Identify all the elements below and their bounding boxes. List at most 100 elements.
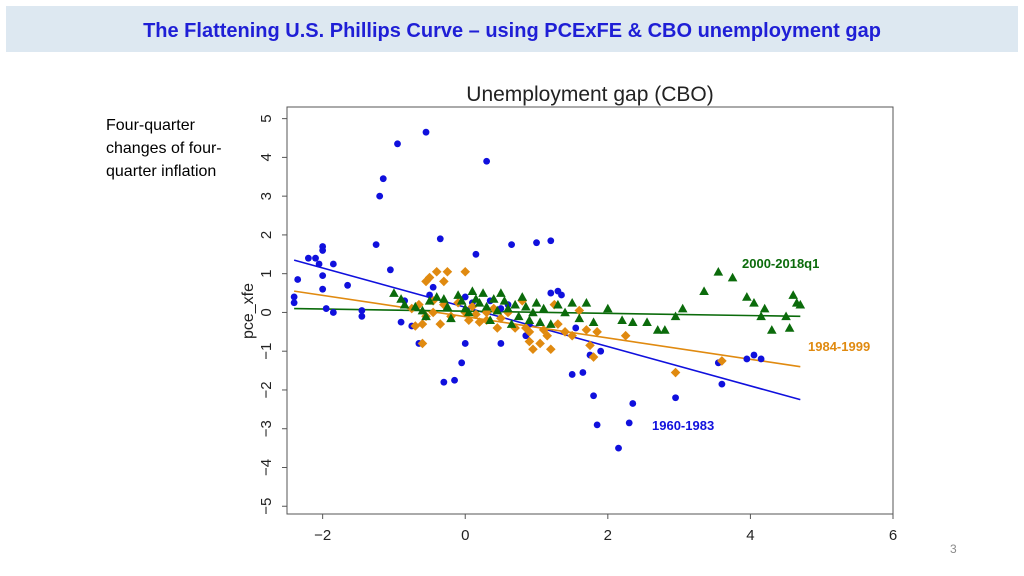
point-2000-2018q1	[545, 319, 556, 328]
fit-line-2000-2018q1	[294, 307, 801, 318]
point-1960-1983	[290, 299, 298, 307]
point-1960-1983	[312, 254, 319, 262]
point-1960-1983	[397, 318, 405, 326]
point-1960-1983	[440, 378, 448, 386]
point-2000-2018q1	[767, 325, 777, 334]
point-2000-2018q1	[410, 301, 421, 311]
label-2000-2018q1: 2000-2018q1	[742, 256, 820, 271]
point-1960-1983	[750, 351, 758, 359]
point-1984-1999	[592, 327, 602, 337]
point-1984-1999	[670, 367, 681, 378]
point-2000-2018q1	[603, 303, 613, 313]
point-1984-1999	[417, 338, 428, 349]
point-1984-1999	[524, 336, 535, 347]
point-2000-2018q1	[453, 290, 463, 299]
point-2000-2018q1	[513, 311, 524, 321]
plot-frame	[286, 106, 894, 515]
point-1984-1999	[428, 307, 438, 318]
point-2000-2018q1	[795, 299, 806, 309]
point-1984-1999	[567, 330, 577, 341]
point-1984-1999	[424, 272, 435, 283]
y-tick-label: −3	[258, 420, 275, 437]
point-1984-1999	[431, 266, 442, 277]
point-1984-1999	[417, 319, 428, 329]
point-1984-1999	[553, 319, 563, 329]
point-2000-2018q1	[467, 286, 478, 295]
label-1984-1999: 1984-1999	[808, 339, 871, 354]
point-2000-2018q1	[588, 317, 599, 326]
y-tick-label: 4	[258, 153, 275, 161]
point-2000-2018q1	[713, 266, 724, 276]
title-bar: The Flattening U.S. Phillips Curve – usi…	[6, 6, 1018, 52]
point-1984-1999	[414, 299, 424, 310]
point-2000-2018q1	[503, 303, 513, 313]
x-tick-label: 4	[746, 527, 754, 544]
point-1984-1999	[492, 323, 503, 333]
point-2000-2018q1	[581, 297, 592, 307]
point-2000-2018q1	[499, 296, 510, 305]
point-2000-2018q1	[784, 323, 795, 332]
point-2000-2018q1	[567, 297, 577, 307]
point-1984-1999	[581, 325, 592, 335]
point-1960-1983	[458, 359, 466, 367]
point-2000-2018q1	[399, 299, 410, 309]
point-1960-1983	[451, 376, 458, 384]
y-tick-label: 3	[258, 192, 275, 200]
point-1984-1999	[524, 327, 535, 337]
note-line-1: Four-quarter	[106, 117, 195, 134]
point-1984-1999	[410, 321, 421, 331]
point-1960-1983	[472, 250, 480, 258]
point-1960-1983	[461, 293, 469, 301]
point-1960-1983	[376, 192, 384, 200]
point-1984-1999	[467, 301, 478, 312]
y-tick-label: −4	[258, 459, 275, 476]
point-1960-1983	[394, 140, 401, 148]
point-1960-1983	[547, 289, 555, 297]
point-1984-1999	[528, 344, 538, 355]
note-line-2: changes of four-	[106, 140, 222, 157]
point-1984-1999	[474, 317, 485, 327]
point-1960-1983	[718, 380, 726, 388]
point-1960-1983	[629, 400, 637, 407]
point-1960-1983	[461, 340, 469, 347]
point-2000-2018q1	[431, 292, 442, 301]
point-1984-1999	[620, 330, 631, 341]
point-1960-1983	[757, 355, 765, 363]
point-1984-1999	[439, 276, 449, 287]
point-2000-2018q1	[492, 305, 503, 315]
point-2000-2018q1	[742, 292, 752, 301]
point-1960-1983	[319, 272, 327, 280]
x-tick-label: 0	[461, 527, 469, 544]
point-1960-1983	[315, 260, 323, 268]
point-1984-1999	[560, 327, 570, 337]
point-2000-2018q1	[485, 315, 495, 325]
point-2000-2018q1	[699, 286, 709, 295]
point-2000-2018q1	[488, 294, 499, 303]
point-1960-1983	[319, 243, 327, 250]
point-2000-2018q1	[424, 296, 435, 305]
point-2000-2018q1	[553, 299, 563, 309]
point-1960-1983	[386, 266, 394, 274]
point-1960-1983	[579, 369, 587, 376]
point-1960-1983	[615, 444, 622, 452]
y-tick-label: 1	[258, 270, 275, 278]
point-2000-2018q1	[474, 297, 485, 307]
point-2000-2018q1	[617, 315, 627, 325]
point-1960-1983	[508, 241, 515, 249]
point-2000-2018q1	[560, 307, 570, 317]
point-1960-1983	[593, 421, 601, 429]
point-2000-2018q1	[496, 288, 506, 297]
point-2000-2018q1	[389, 288, 399, 297]
point-1984-1999	[717, 356, 727, 366]
point-1960-1983	[429, 283, 437, 291]
point-2000-2018q1	[456, 296, 467, 305]
point-1960-1983	[597, 347, 605, 355]
point-1960-1983	[483, 157, 491, 165]
point-2000-2018q1	[417, 305, 428, 315]
point-2000-2018q1	[506, 319, 517, 328]
y-tick-label: −2	[258, 381, 275, 398]
inflation-note: Four-quarter changes of four- quarter in…	[106, 114, 256, 183]
point-1984-1999	[542, 330, 553, 341]
y-tick-label: 2	[258, 231, 275, 239]
point-1984-1999	[481, 307, 492, 318]
